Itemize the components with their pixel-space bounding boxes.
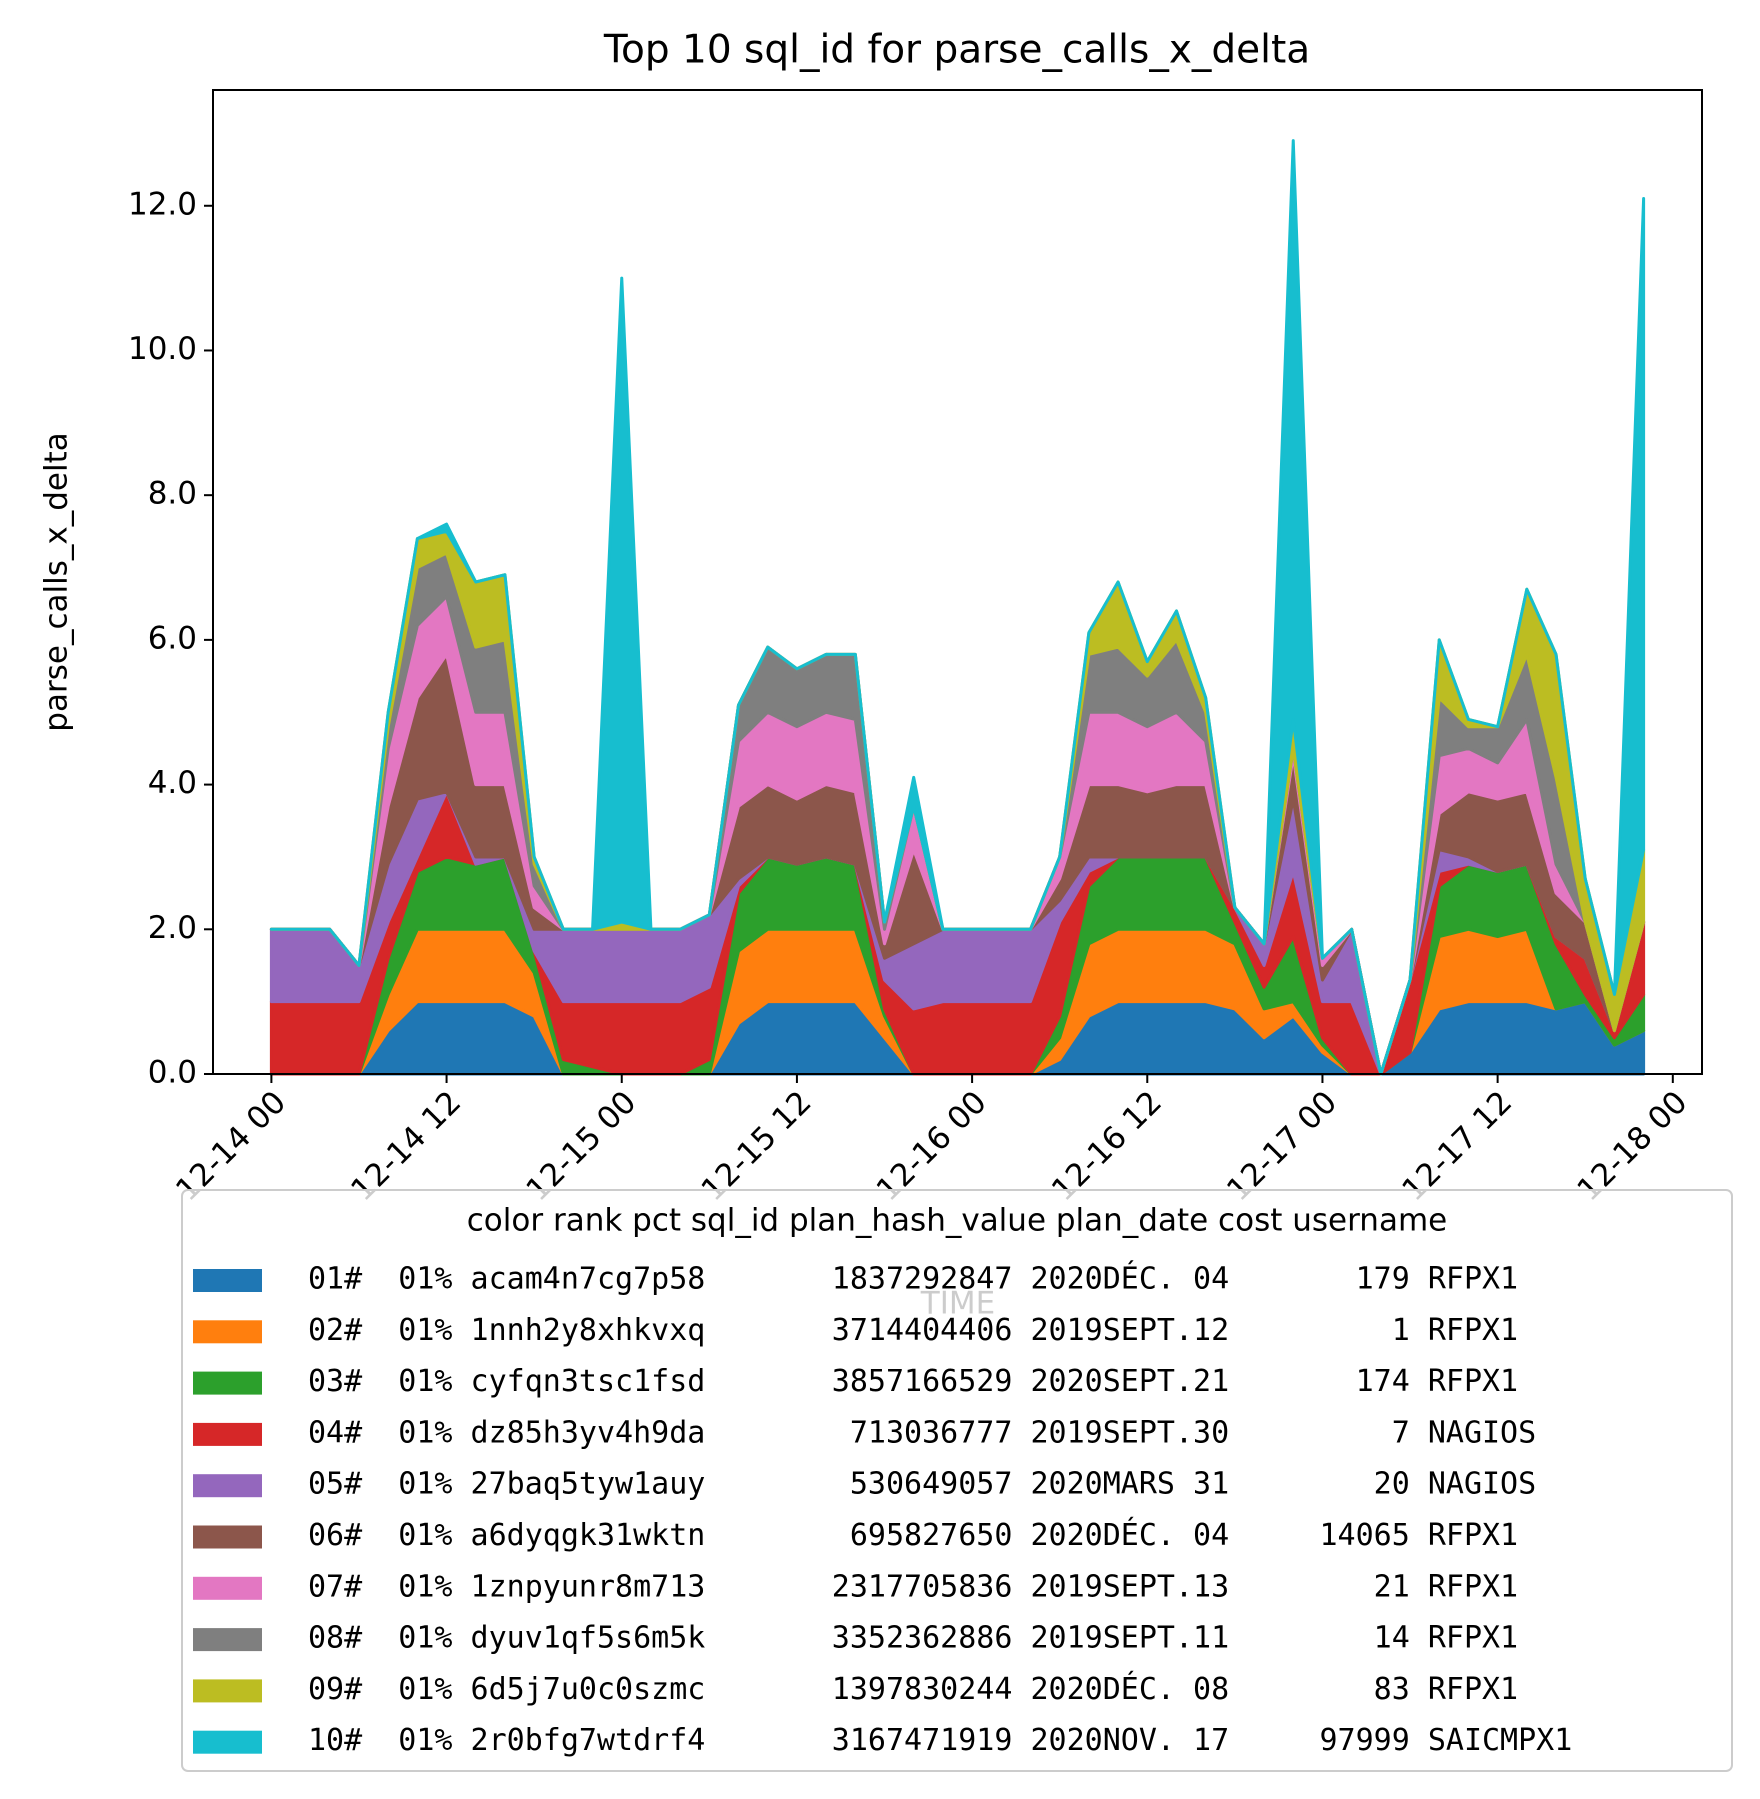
y-tick-label: 10.0 bbox=[128, 331, 197, 367]
y-tick-label: 2.0 bbox=[148, 910, 197, 946]
y-axis-label: parse_calls_x_delta bbox=[39, 432, 75, 731]
y-tick-label: 4.0 bbox=[148, 765, 197, 801]
legend-swatch bbox=[193, 1320, 262, 1344]
legend-label: 03# 01% cyfqn3tsc1fsd 3857166529 2020SEP… bbox=[308, 1364, 1518, 1399]
legend-label: 05# 01% 27baq5tyw1auy 530649057 2020MARS… bbox=[308, 1467, 1536, 1502]
legend-label: 09# 01% 6d5j7u0c0szmc 1397830244 2020DÉC… bbox=[308, 1671, 1518, 1707]
y-tick-label: 6.0 bbox=[148, 620, 197, 656]
legend-swatch bbox=[193, 1679, 262, 1703]
legend-swatch bbox=[193, 1730, 262, 1754]
legend-swatch bbox=[193, 1474, 262, 1498]
legend-label: 08# 01% dyuv1qf5s6m5k 3352362886 2019SEP… bbox=[308, 1621, 1518, 1656]
legend-swatch bbox=[193, 1371, 262, 1395]
y-tick-label: 8.0 bbox=[148, 476, 197, 512]
legend-swatch bbox=[193, 1628, 262, 1652]
chart-title: Top 10 sql_id for parse_calls_x_delta bbox=[603, 28, 1310, 73]
plot-area bbox=[269, 139, 1646, 1076]
legend-title: color rank pct sql_id plan_hash_value pl… bbox=[467, 1203, 1447, 1239]
axes-frame bbox=[212, 89, 1703, 1075]
legend-box bbox=[181, 1189, 1733, 1772]
legend-label: 07# 01% 1znpyunr8m713 2317705836 2019SEP… bbox=[308, 1569, 1518, 1604]
legend-swatch bbox=[193, 1576, 262, 1600]
legend-label: 06# 01% a6dyqgk31wktn 695827650 2020DÉC.… bbox=[308, 1517, 1518, 1553]
y-tick-label: 12.0 bbox=[128, 186, 197, 222]
legend-swatch bbox=[193, 1422, 262, 1446]
legend: color rank pct sql_id plan_hash_value pl… bbox=[181, 1189, 1733, 1772]
area bbox=[269, 139, 1646, 1076]
y-tick-label: 0.0 bbox=[148, 1055, 197, 1091]
legend-label: 02# 01% 1nnh2y8xhkvxq 3714404406 2019SEP… bbox=[308, 1313, 1518, 1348]
legend-label: 10# 01% 2r0bfg7wtdrf4 3167471919 2020NOV… bbox=[308, 1723, 1572, 1758]
legend-label: 01# 01% acam4n7cg7p58 1837292847 2020DÉC… bbox=[308, 1261, 1518, 1297]
legend-label: 04# 01% dz85h3yv4h9da 713036777 2019SEPT… bbox=[308, 1415, 1536, 1450]
legend-swatch bbox=[193, 1525, 262, 1549]
legend-swatch bbox=[193, 1269, 262, 1292]
